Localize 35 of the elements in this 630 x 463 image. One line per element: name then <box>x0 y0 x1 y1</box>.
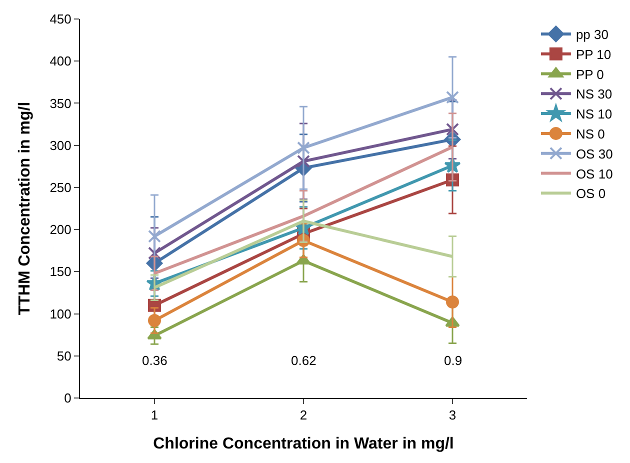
legend-label: PP 0 <box>576 66 604 82</box>
annotation: 0.36 <box>142 353 168 368</box>
y-tick-label: 50 <box>56 348 72 364</box>
y-tick-label: 100 <box>50 306 72 322</box>
y-tick-label: 150 <box>50 264 72 280</box>
x-tick-label: 3 <box>448 408 456 423</box>
point <box>148 230 161 243</box>
annotation: 0.9 <box>444 353 462 368</box>
y-axis-title: TTHM Concentration in mg/l <box>16 102 34 316</box>
x-tick-label: 1 <box>150 408 158 423</box>
legend-label: OS 10 <box>576 166 613 182</box>
x-axis-title: Chlorine Concentration in Water in mg/l <box>153 435 454 452</box>
legend-label: NS 0 <box>576 126 605 142</box>
point <box>148 314 161 328</box>
annotation: 0.62 <box>291 353 316 368</box>
point <box>446 122 459 136</box>
legend-label: NS 30 <box>576 86 612 102</box>
y-tick-label: 0 <box>64 390 72 406</box>
y-tick-label: 200 <box>50 222 72 238</box>
point <box>297 141 310 154</box>
legend-label: OS 0 <box>576 186 606 202</box>
y-tick-label: 300 <box>50 138 72 153</box>
point <box>297 154 310 168</box>
point <box>148 246 161 260</box>
legend-label: pp 30 <box>576 27 608 42</box>
y-tick-label: 250 <box>50 180 72 195</box>
point <box>446 295 459 308</box>
legend-label: PP 10 <box>576 46 612 62</box>
point <box>446 90 459 104</box>
legend-label: OS 30 <box>576 146 613 162</box>
y-tick-label: 450 <box>50 12 72 27</box>
y-tick-label: 350 <box>50 96 72 111</box>
y-tick-label: 400 <box>50 54 72 69</box>
x-tick-label: 2 <box>300 408 308 423</box>
legend-label: NS 10 <box>576 106 612 122</box>
